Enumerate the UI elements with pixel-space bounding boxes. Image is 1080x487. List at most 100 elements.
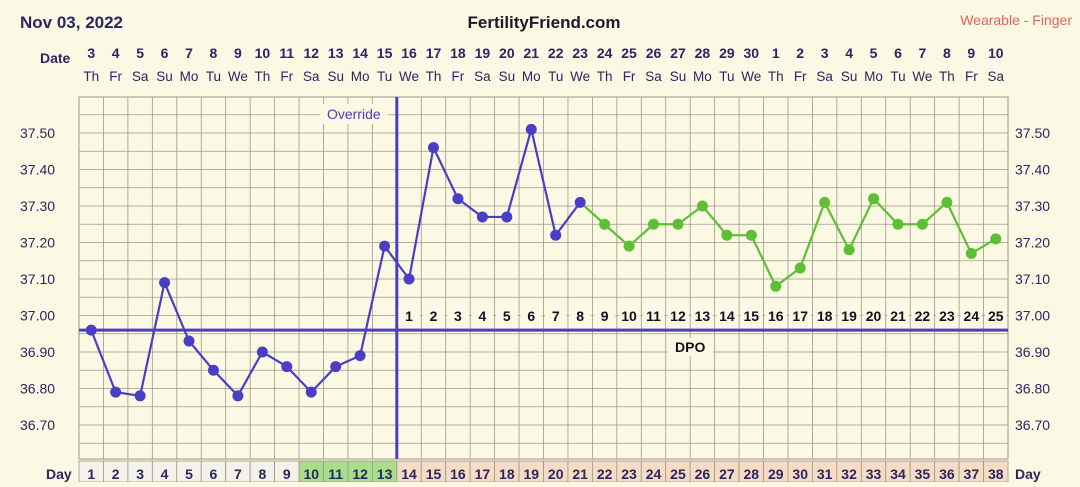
dpo-label: 2 [430,308,438,324]
dpo-label-bg [838,307,860,326]
weekday-label: Sa [988,69,1005,84]
y-tick-label-right: 37.10 [1015,271,1050,287]
weekday-label: Su [841,69,858,84]
weekday-label: We [228,69,248,84]
dpo-label: 12 [670,308,686,324]
date-label: 6 [161,45,169,61]
temperature-point [843,244,855,256]
series-segment [872,197,899,226]
date-label: 19 [475,45,491,61]
cycle-day-label: 30 [792,466,808,482]
series-segment [310,365,337,393]
temperature-series [85,123,1002,402]
dpo-label-bg [862,307,885,326]
series-segment [383,245,410,280]
series-segment [750,234,777,287]
dpo-label: 24 [964,308,980,324]
date-label: 23 [572,45,588,61]
dpo-label: 9 [601,308,609,324]
y-tick-label-left: 36.90 [20,344,55,360]
temperature-point [745,229,757,241]
cycle-day-label: 24 [646,466,662,482]
weekday-label: We [570,69,590,84]
weekday-label: Fr [623,69,636,84]
dpo-label-bg [691,307,714,326]
temperature-point [110,386,122,398]
series-segment [554,201,582,236]
weekday-label: Tu [890,69,905,84]
override-label: Override [327,106,381,122]
date-label: 6 [894,45,902,61]
date-label: 5 [136,45,144,61]
weekday-label: Sa [132,69,149,84]
dpo-label: 10 [621,308,637,324]
weekday-label: Sa [303,69,320,84]
y-tick-label-left: 37.20 [20,235,55,251]
weekday-label: Fr [280,69,293,84]
cycle-day-label: 31 [817,466,833,482]
temperature-point [990,233,1002,245]
dpo-label: 21 [890,308,906,324]
y-tick-label-right: 37.20 [1015,235,1050,251]
date-row-label: Date [40,50,71,66]
cycle-day-label: 13 [377,466,393,482]
series-segment [505,129,533,218]
cycle-day-label: 23 [621,466,637,482]
dpo-label: 20 [866,308,882,324]
temperature-point [941,196,953,208]
dpo-label-bg [740,307,763,326]
cycle-day-label: 2 [112,466,120,482]
weekday-label: Th [597,69,613,84]
dpo-label-bg [887,307,909,326]
cycle-day-label: 22 [597,466,613,482]
dpo-label-bg [765,307,787,326]
weekday-label: Fr [965,69,978,84]
dpo-label-bg [911,307,934,326]
y-tick-label-left: 37.10 [20,271,55,287]
temperature-point [574,196,586,208]
cycle-day-label: 7 [234,466,242,482]
weekday-label: We [741,69,761,84]
y-tick-label-right: 36.90 [1015,344,1050,360]
temperature-point [623,240,635,252]
series-segment [799,201,826,269]
dpo-label: 6 [527,308,535,324]
dpo-label-bg [398,307,420,326]
cycle-day-label: 21 [572,466,588,482]
y-tick-label-right: 37.00 [1015,308,1050,324]
series-segment [945,201,973,254]
weekday-label: Fr [452,69,465,84]
temperature-point [134,390,146,402]
cycle-day-label: 4 [161,466,169,482]
temperature-point [476,211,488,223]
temperature-point [281,361,293,373]
chart-date: Nov 03, 2022 [20,13,123,32]
temperature-point [965,247,977,259]
dpo-label: 17 [792,308,808,324]
date-label: 5 [870,45,878,61]
date-label: 12 [303,45,319,61]
dpo-label-bg [642,307,665,326]
cycle-day-label: 9 [283,466,291,482]
dpo-label-bg [716,307,738,326]
weekday-label: Mo [864,69,883,84]
cycle-day-label: 37 [964,466,980,482]
temperature-point [256,346,268,358]
weekday-label: We [912,69,932,84]
date-label: 8 [943,45,951,61]
date-label: 1 [772,45,780,61]
date-label: 3 [821,45,829,61]
y-tick-label-left: 36.70 [20,417,55,433]
dpo-caption-bg [667,338,714,357]
cycle-day-label: 29 [768,466,784,482]
date-label: 7 [919,45,927,61]
weekday-label: Su [156,69,173,84]
y-tick-label-left: 37.00 [20,308,55,324]
day-row-label-left: Day [46,466,72,482]
series-segment [236,351,264,397]
plot-border [78,96,1009,460]
weekday-label: Sa [645,69,662,84]
dpo-label-bg [447,307,469,326]
temperature-point [916,218,928,230]
y-tick-label-left: 37.30 [20,198,55,214]
